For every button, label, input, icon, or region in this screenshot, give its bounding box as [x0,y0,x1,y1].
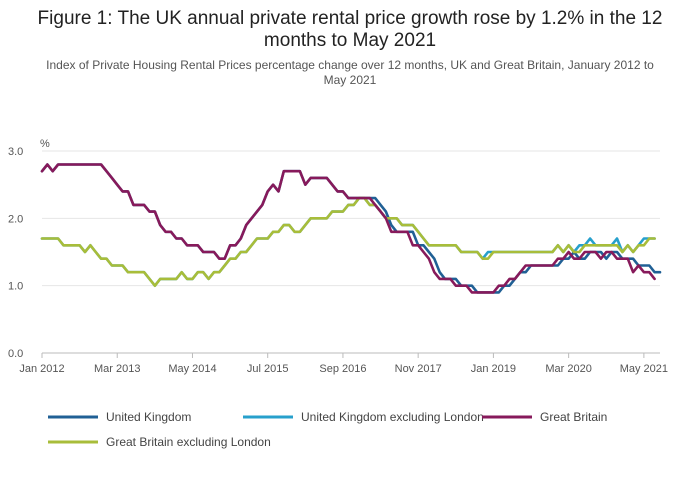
y-tick-label: 3.0 [8,146,23,158]
legend: United Kingdom United Kingdom excluding L… [48,410,607,449]
x-tick-label: Mar 2013 [94,363,140,375]
legend-entry: Great Britain excluding London [48,435,271,449]
x-tick-label: May 2014 [168,363,216,375]
y-tick-label: 2.0 [8,213,23,225]
legend-entry: Great Britain [482,410,607,424]
chart-title-line-2: months to May 2021 [264,30,436,51]
x-tick-label: May 2021 [620,363,668,375]
legend-label: Great Britain [540,410,607,424]
y-axis-unit-label: % [40,138,50,150]
chart-subtitle-line-1: Index of Private Housing Rental Prices p… [46,58,654,72]
x-tick-label: Sep 2016 [319,363,366,375]
x-tick-label: Nov 2017 [395,363,442,375]
y-tick-label: 0.0 [8,348,23,360]
legend-entry: United Kingdom [48,410,191,424]
y-tick-label: 1.0 [8,281,23,293]
chart-subtitle-line-2: May 2021 [324,73,377,87]
legend-label: United Kingdom [106,410,191,424]
x-tick-label: Jul 2015 [247,363,289,375]
series-line-4 [40,196,656,288]
x-axis-ticks: Jan 2012 Mar 2013 May 2014 Jul 2015 Sep 2016… [19,353,668,375]
x-tick-label: Mar 2020 [545,363,591,375]
legend-entry: United Kingdom excluding London [243,410,484,424]
series-lines [40,163,662,294]
series-line-3 [40,163,656,294]
x-tick-label: Jan 2019 [471,363,516,375]
x-tick-label: Jan 2012 [19,363,64,375]
gridlines [42,150,660,354]
legend-label: United Kingdom excluding London [301,410,484,424]
y-axis-ticks: 0.0 1.0 2.0 3.0 [8,146,23,360]
legend-label: Great Britain excluding London [106,435,271,449]
chart-title-line-1: Figure 1: The UK annual private rental p… [38,8,663,29]
